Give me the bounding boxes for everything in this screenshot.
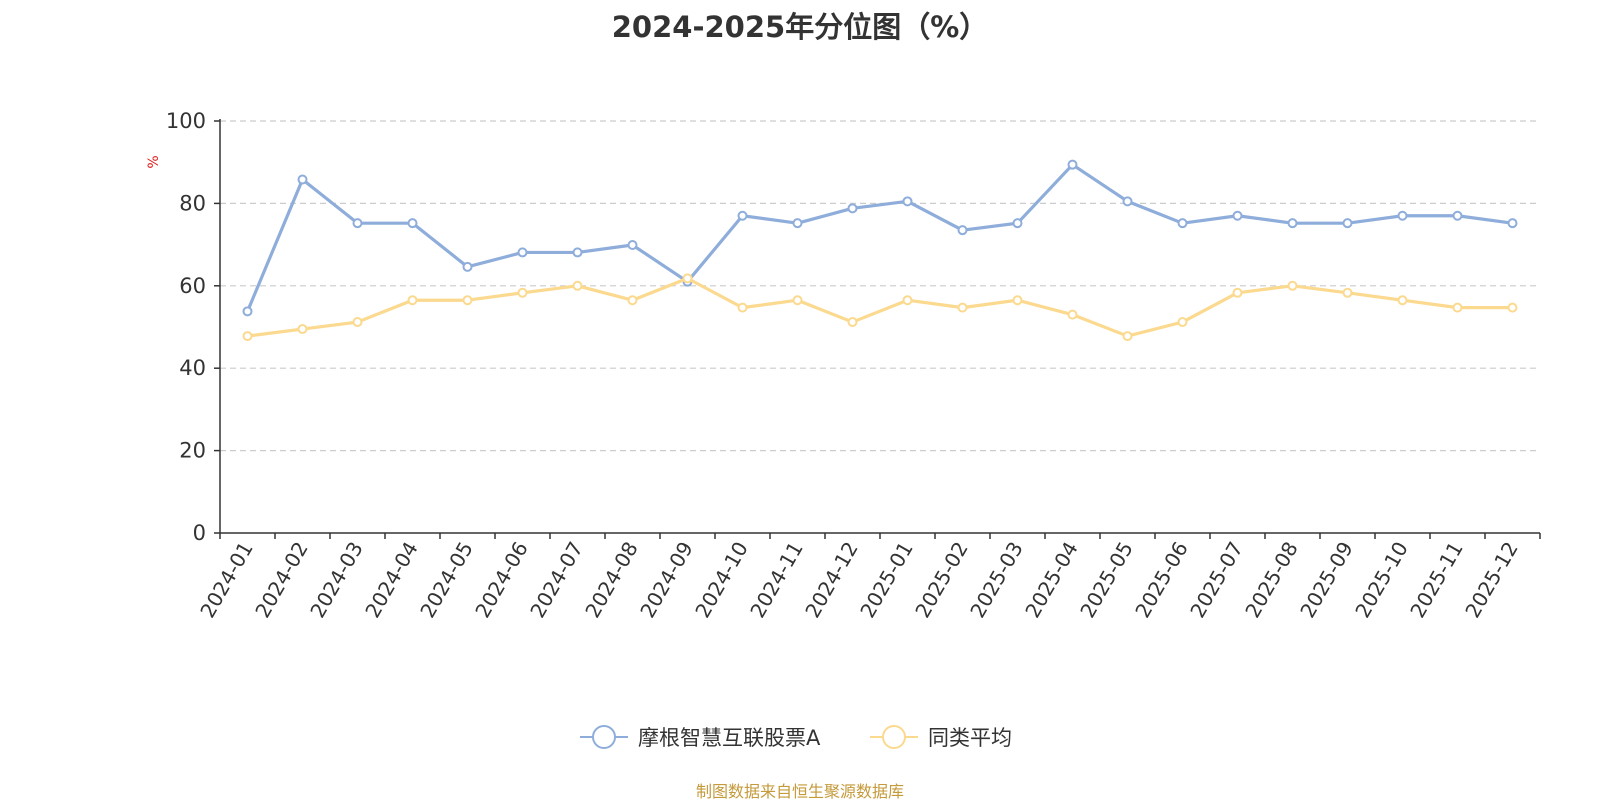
x-tick-label: 2025-06 [1130, 538, 1193, 622]
data-point [297, 324, 308, 335]
series-lines [242, 159, 1518, 342]
x-tick-label: 2025-12 [1460, 538, 1523, 622]
legend-item[interactable]: 同类平均 [870, 725, 1012, 750]
chart-title: 2024-2025年分位图（%） [611, 10, 989, 44]
y-tick-label: 20 [179, 439, 206, 463]
data-point [407, 295, 418, 306]
x-tick-label: 2024-06 [470, 538, 533, 622]
x-tick-label: 2024-12 [800, 538, 863, 622]
x-tick-label: 2025-04 [1020, 538, 1083, 622]
data-point [1232, 210, 1243, 221]
x-tick-label: 2025-03 [965, 538, 1028, 622]
data-point [1287, 218, 1298, 229]
legend-label: 摩根智慧互联股票A [638, 726, 821, 750]
data-point [1452, 210, 1463, 221]
data-point [407, 218, 418, 229]
data-point [462, 261, 473, 272]
x-tick-label: 2024-05 [415, 538, 478, 622]
data-point [1177, 317, 1188, 328]
x-tick-label: 2025-11 [1405, 538, 1468, 622]
x-tick-label: 2024-01 [195, 538, 258, 622]
data-point [1287, 280, 1298, 291]
data-point [957, 302, 968, 313]
y-tick-label: 80 [179, 191, 206, 215]
data-point [627, 240, 638, 251]
legend-marker [882, 725, 906, 749]
data-point [1122, 331, 1133, 342]
data-point [242, 331, 253, 342]
data-point [572, 247, 583, 258]
data-point [297, 174, 308, 185]
series-line [246, 163, 1513, 312]
data-point [957, 225, 968, 236]
y-tick-label: 100 [166, 109, 206, 133]
legend-marker [592, 725, 616, 749]
data-point [1067, 159, 1078, 170]
x-tick-label: 2024-04 [360, 538, 423, 622]
data-point [352, 218, 363, 229]
data-point [1452, 302, 1463, 313]
source-note: 制图数据来自恒生聚源数据库 [695, 782, 904, 801]
legend-item[interactable]: 摩根智慧互联股票A [580, 725, 821, 750]
axes: 0 20 40 60 80 100 2024-012024-022024-032024-04… [166, 109, 1541, 622]
x-tick-label: 2024-02 [250, 538, 313, 622]
data-point [517, 287, 528, 298]
data-point [572, 280, 583, 291]
x-tick-label: 2024-09 [635, 538, 698, 622]
y-tick-label: 40 [179, 356, 206, 380]
y-axis-label: % [146, 155, 162, 168]
data-point [1232, 287, 1243, 298]
data-point [1397, 295, 1408, 306]
data-point [1342, 218, 1353, 229]
data-point [1177, 218, 1188, 229]
data-point [737, 302, 748, 313]
x-tick-label: 2024-03 [305, 538, 368, 622]
grid-lines [220, 120, 1540, 452]
data-point [902, 196, 913, 207]
x-tick-label: 2025-01 [855, 538, 918, 622]
data-point [1012, 295, 1023, 306]
x-tick-label: 2025-02 [910, 538, 973, 622]
x-tick-label: 2025-09 [1295, 538, 1358, 622]
data-point [792, 218, 803, 229]
series-line [247, 276, 1513, 338]
y-tick-label: 0 [193, 521, 206, 545]
legend[interactable]: 摩根智慧互联股票A 同类平均 [580, 725, 1012, 750]
legend-label: 同类平均 [928, 726, 1012, 750]
data-point [1342, 287, 1353, 298]
data-point [792, 295, 803, 306]
x-tick-label: 2024-08 [580, 538, 643, 622]
x-tick-label: 2025-05 [1075, 538, 1138, 622]
x-tick-label: 2024-10 [690, 538, 753, 622]
data-point [1012, 218, 1023, 229]
data-point [627, 295, 638, 306]
data-point [737, 210, 748, 221]
data-point [1067, 309, 1078, 320]
data-point [242, 306, 253, 317]
x-tick-label: 2024-11 [745, 538, 808, 622]
y-tick-label: 60 [179, 274, 206, 298]
x-tick-label: 2024-07 [525, 538, 588, 622]
data-point [517, 247, 528, 258]
data-point [847, 203, 858, 214]
x-tick-label: 2025-10 [1350, 538, 1413, 622]
data-point [1397, 210, 1408, 221]
data-point [902, 295, 913, 306]
data-point [462, 295, 473, 306]
data-point [1507, 302, 1518, 313]
data-point [1122, 196, 1133, 207]
x-tick-label: 2025-08 [1240, 538, 1303, 622]
data-point [1507, 218, 1518, 229]
data-point [682, 273, 693, 284]
data-point [847, 317, 858, 328]
x-tick-label: 2025-07 [1185, 538, 1248, 622]
data-point [352, 317, 363, 328]
